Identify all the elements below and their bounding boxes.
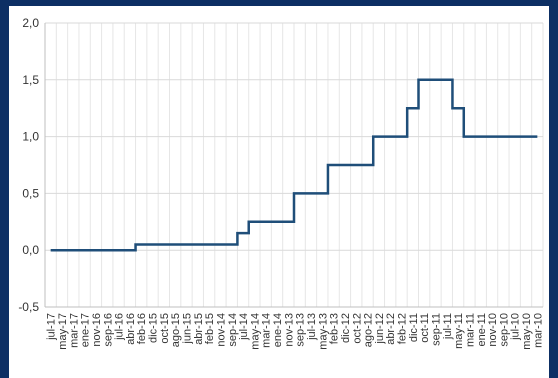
x-tick-label: sep-14 [227, 313, 239, 347]
x-tick-label: mar-17 [68, 313, 80, 348]
x-tick-label: nov-14 [215, 313, 227, 347]
y-tick-label: 0,5 [22, 186, 39, 200]
x-tick-label: nov-13 [283, 313, 295, 347]
x-tick-label: oct-12 [351, 313, 363, 344]
x-tick-label: feb-12 [397, 313, 409, 344]
x-tick-label: dic-12 [340, 313, 352, 343]
x-tick-label: sep-11 [430, 313, 442, 346]
y-tick-label: 1,0 [22, 130, 39, 144]
x-tick-label: nov-16 [91, 313, 103, 347]
x-tick-label: ago-15 [170, 313, 182, 347]
y-tick-label: 1,5 [22, 73, 39, 87]
x-tick-label: jun-15 [181, 313, 193, 345]
y-axis-ticks: 2,0 1,5 1,0 0,5 0,0 -0,5 [18, 16, 39, 314]
step-line-chart: 2,01,51,00,50,0-0,5 jul-17 may-17 mar-17 en… [18, 16, 545, 350]
x-tick-label: nov-10 [487, 313, 499, 347]
x-tick-label: jul-10 [510, 313, 522, 341]
x-tick-label: oct-11 [419, 313, 431, 343]
x-tick-label: jun-12 [374, 313, 386, 345]
x-tick-label: dic-11 [408, 313, 420, 342]
x-tick-label: may-11 [453, 313, 465, 349]
series-line [50, 78, 538, 252]
y-tick-label: 2,0 [22, 16, 39, 30]
y-tick-label: -0,5 [18, 300, 39, 314]
x-tick-label: mar-11 [464, 313, 476, 347]
x-tick-label: ago-12 [363, 313, 375, 347]
x-tick-label: jul-17 [46, 313, 58, 341]
x-tick-label: abr-15 [193, 313, 205, 345]
x-axis-ticks: jul-17 may-17 mar-17 ene-17 nov-16 sep-16 jul-… [46, 313, 545, 350]
x-tick-label: ene-17 [80, 313, 92, 347]
x-tick-label: mar-14 [261, 313, 273, 348]
x-tick-label: may-13 [317, 313, 329, 350]
series-layer [50, 78, 538, 252]
chart-panel: 2,0 1,5 1,0 0,5 0,0 -0,5 jul-17 may-17 mar-17 en… [9, 6, 549, 378]
x-tick-label: feb-13 [329, 313, 341, 344]
x-tick-label: sep-16 [102, 313, 114, 347]
x-tick-label: abr-12 [385, 313, 397, 345]
y-tick-label: 0,0 [22, 243, 39, 257]
x-tick-label: may-14 [249, 313, 261, 350]
x-tick-label: ene-11 [476, 313, 488, 346]
x-tick-label: sep-10 [498, 313, 510, 347]
x-tick-label: may-17 [57, 313, 69, 350]
x-tick-label: jul-16 [114, 313, 126, 341]
x-tick-label: may-10 [521, 313, 533, 350]
x-tick-label: ene-14 [272, 313, 284, 347]
x-tick-label: dic-15 [148, 313, 160, 343]
grid [44, 22, 544, 308]
x-tick-label: feb-15 [204, 313, 216, 344]
x-tick-label: oct-15 [159, 313, 171, 344]
x-tick-label: jul-11 [442, 313, 454, 340]
x-tick-label: mar-10 [532, 313, 544, 348]
x-tick-label: sep-13 [295, 313, 307, 347]
x-tick-label: abr-16 [125, 313, 137, 345]
x-tick-label: jul-14 [238, 313, 250, 341]
x-tick-label: jul-13 [306, 313, 318, 341]
x-tick-label: feb-16 [136, 313, 148, 344]
